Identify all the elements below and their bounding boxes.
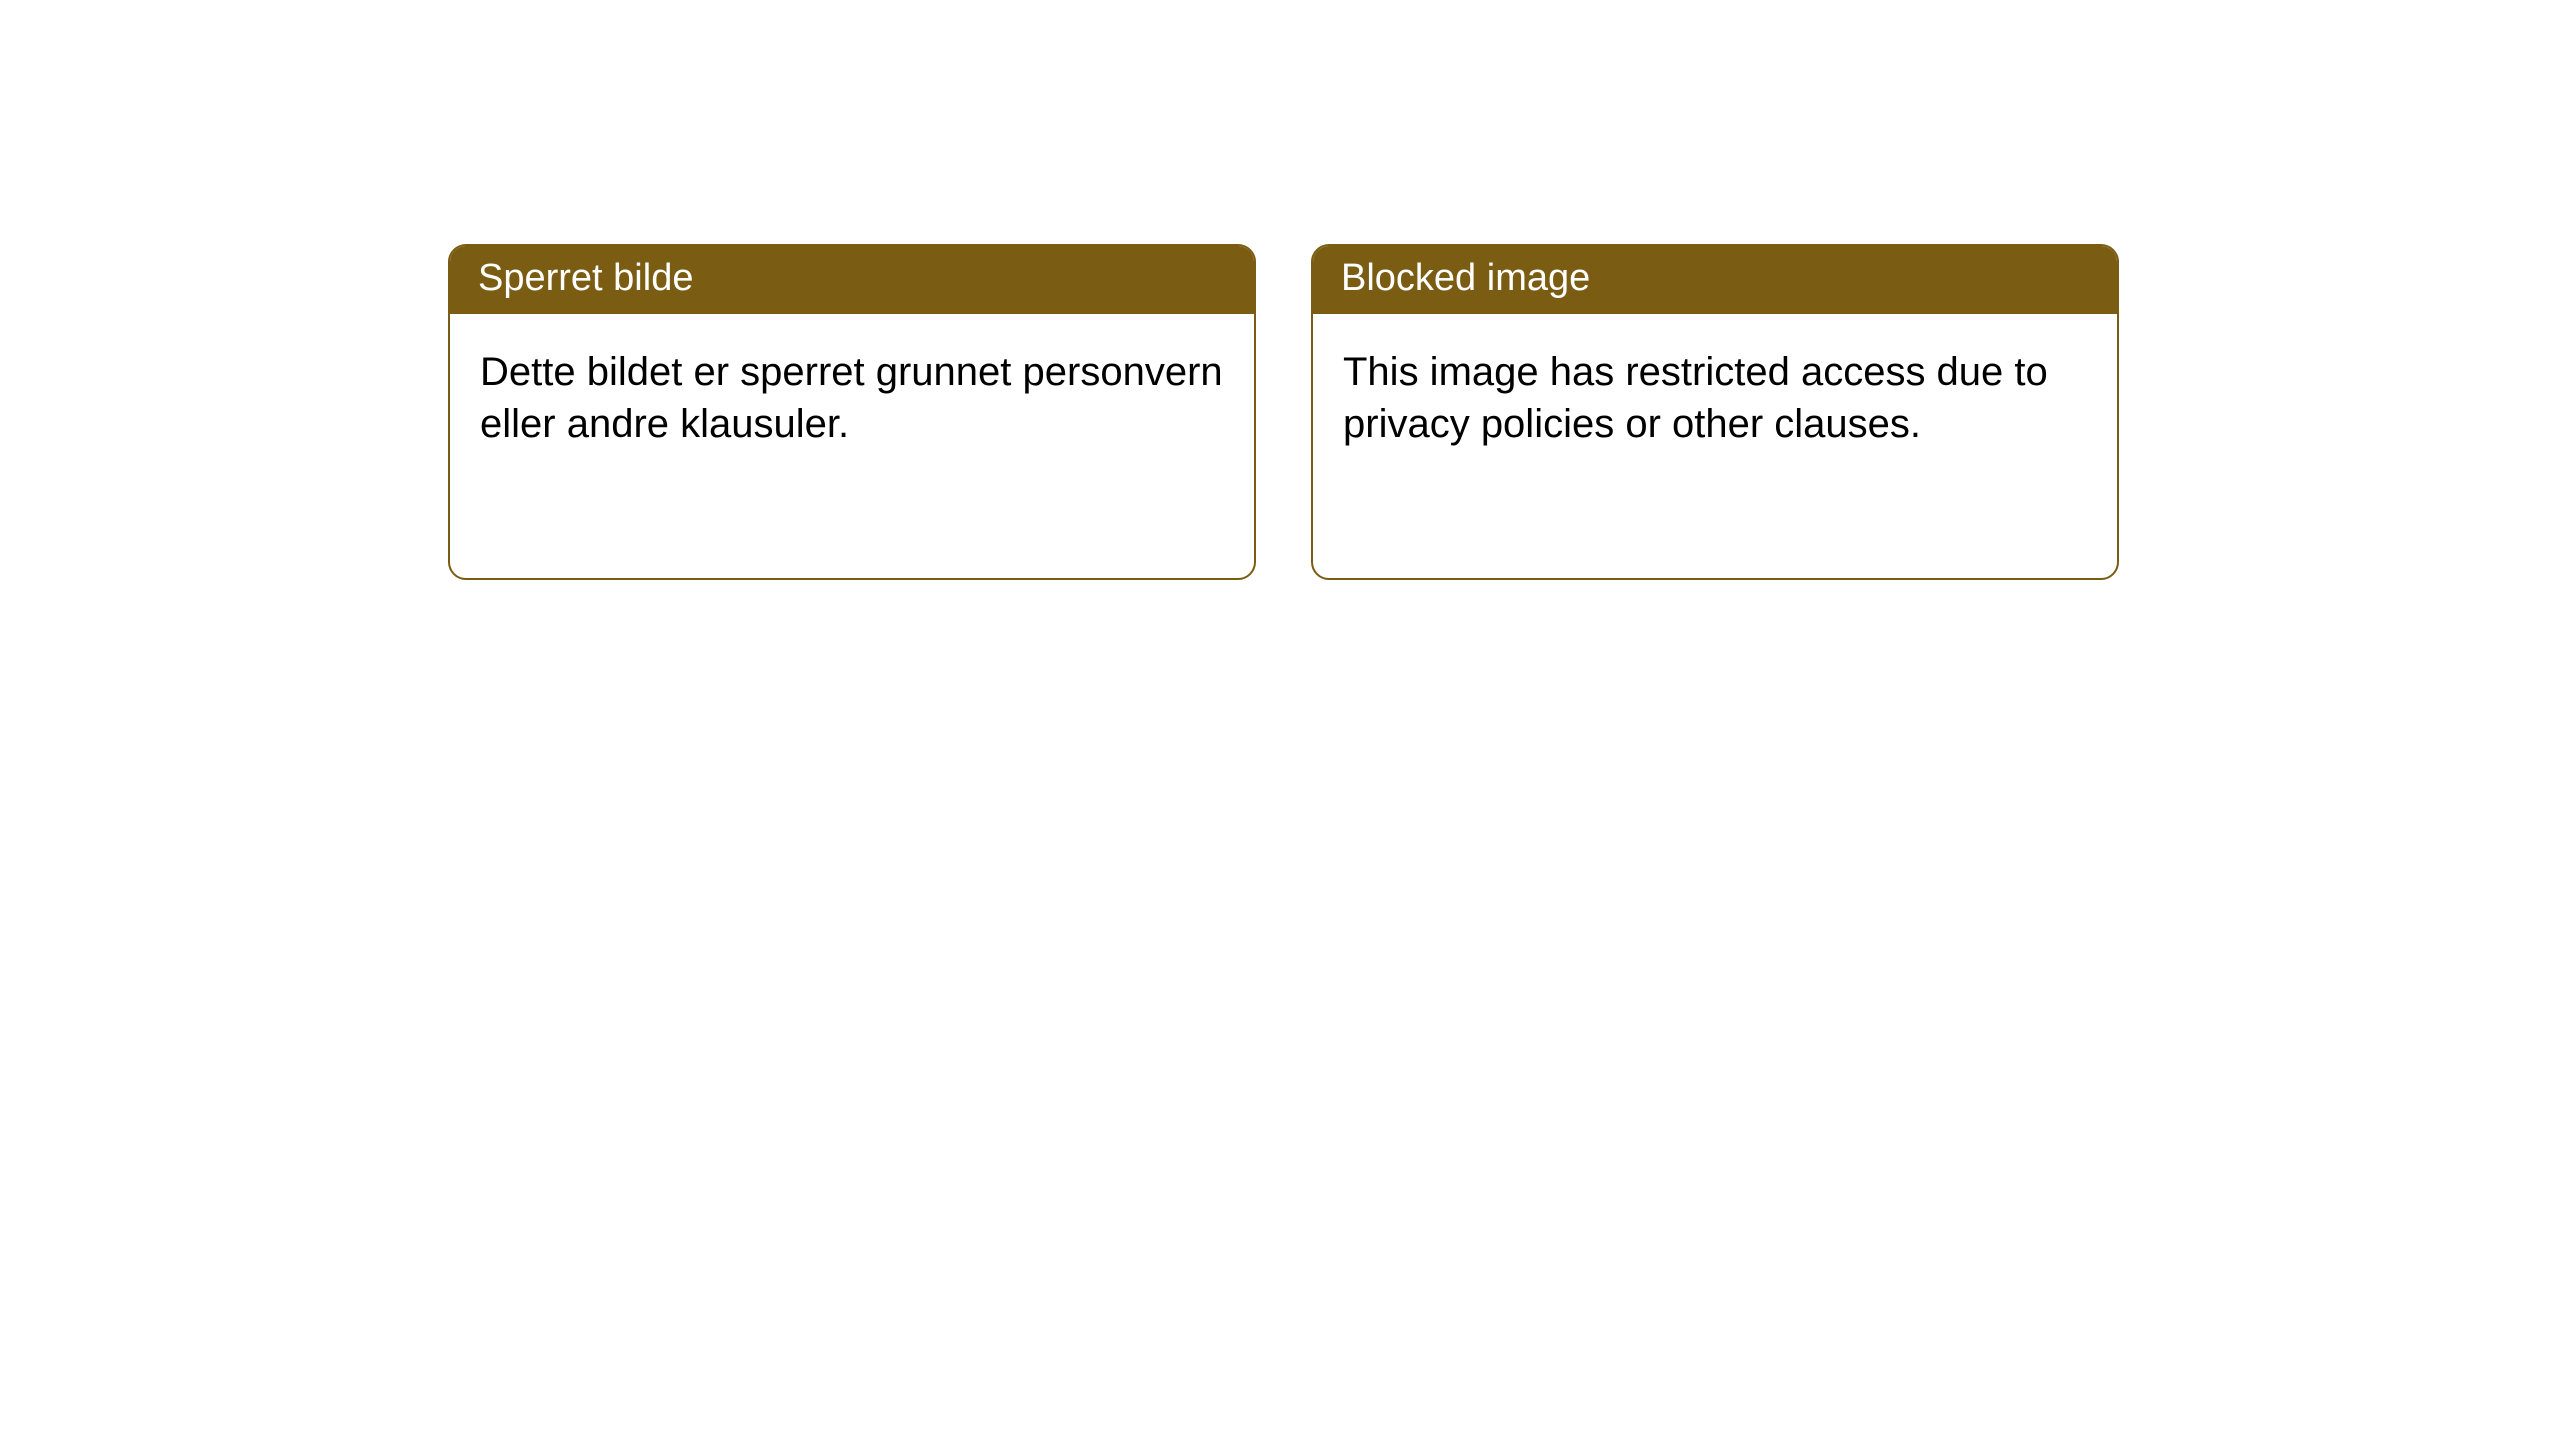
notice-card-english: Blocked image This image has restricted … xyxy=(1311,244,2119,580)
notice-body-norwegian: Dette bildet er sperret grunnet personve… xyxy=(450,314,1254,482)
notice-header-norwegian: Sperret bilde xyxy=(450,246,1254,314)
notice-container: Sperret bilde Dette bildet er sperret gr… xyxy=(0,0,2560,580)
notice-header-english: Blocked image xyxy=(1313,246,2117,314)
notice-body-english: This image has restricted access due to … xyxy=(1313,314,2117,482)
notice-card-norwegian: Sperret bilde Dette bildet er sperret gr… xyxy=(448,244,1256,580)
